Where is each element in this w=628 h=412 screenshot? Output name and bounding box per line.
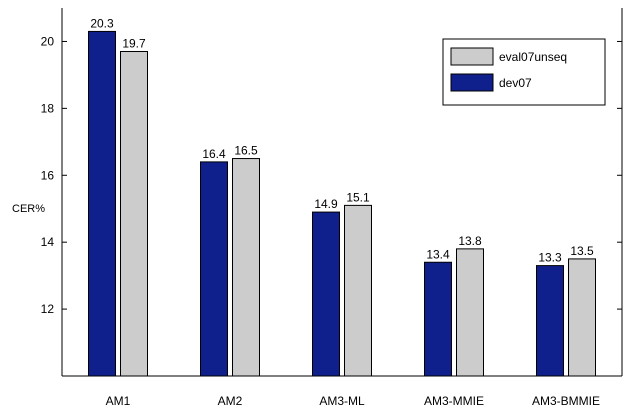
bars: [88, 30, 596, 377]
bar-eval07unseq-am3-mmie: [456, 248, 484, 377]
x-tick-label: AM2: [218, 394, 243, 408]
y-tick-label: 14: [41, 235, 55, 249]
data-label: 20.3: [90, 16, 114, 30]
data-label: 14.9: [314, 197, 338, 211]
y-tick-label: 20: [41, 34, 55, 48]
bar-eval07unseq-am1: [120, 50, 148, 377]
data-label: 13.3: [538, 251, 562, 265]
bar-eval07unseq-am2: [232, 158, 260, 377]
bar-eval07unseq-am3-bmmie: [568, 258, 596, 377]
legend: eval07unseq dev07: [442, 38, 606, 106]
x-tick-label: AM3-MMIE: [424, 394, 484, 408]
axes: [61, 8, 623, 377]
legend-label: eval07unseq: [499, 50, 567, 64]
x-tick-label: AM3-ML: [319, 394, 365, 408]
x-tick-label: AM1: [106, 394, 131, 408]
legend-swatch-eval07unseq: [450, 47, 494, 66]
bar-dev07-am2: [200, 161, 228, 377]
data-label: 16.4: [202, 147, 226, 161]
bar-dev07-am3-bmmie: [536, 265, 564, 377]
y-tick-label: 12: [41, 302, 55, 316]
bar-dev07-am1: [88, 30, 116, 377]
y-tick-label: 18: [41, 101, 55, 115]
labels: 12 14 16 18 20 CER% 20.3 19.7 AM1 16.4 16.5 AM2 14.9…: [12, 16, 600, 408]
y-axis-label: CER%: [12, 203, 45, 215]
data-label: 13.4: [426, 247, 450, 261]
bar-dev07-am3-mmie: [424, 261, 452, 377]
data-label: 16.5: [234, 144, 258, 158]
data-label: 13.8: [458, 234, 482, 248]
data-label: 15.1: [346, 190, 370, 204]
y-tick-label: 16: [41, 168, 55, 182]
legend-swatch-dev07: [450, 73, 494, 92]
data-label: 13.5: [570, 244, 594, 258]
data-label: 19.7: [122, 36, 146, 50]
x-tick-label: AM3-BMMIE: [532, 394, 600, 408]
bar-eval07unseq-am3-ml: [344, 204, 372, 377]
bar-dev07-am3-ml: [312, 211, 340, 377]
legend-label: dev07: [499, 76, 532, 90]
